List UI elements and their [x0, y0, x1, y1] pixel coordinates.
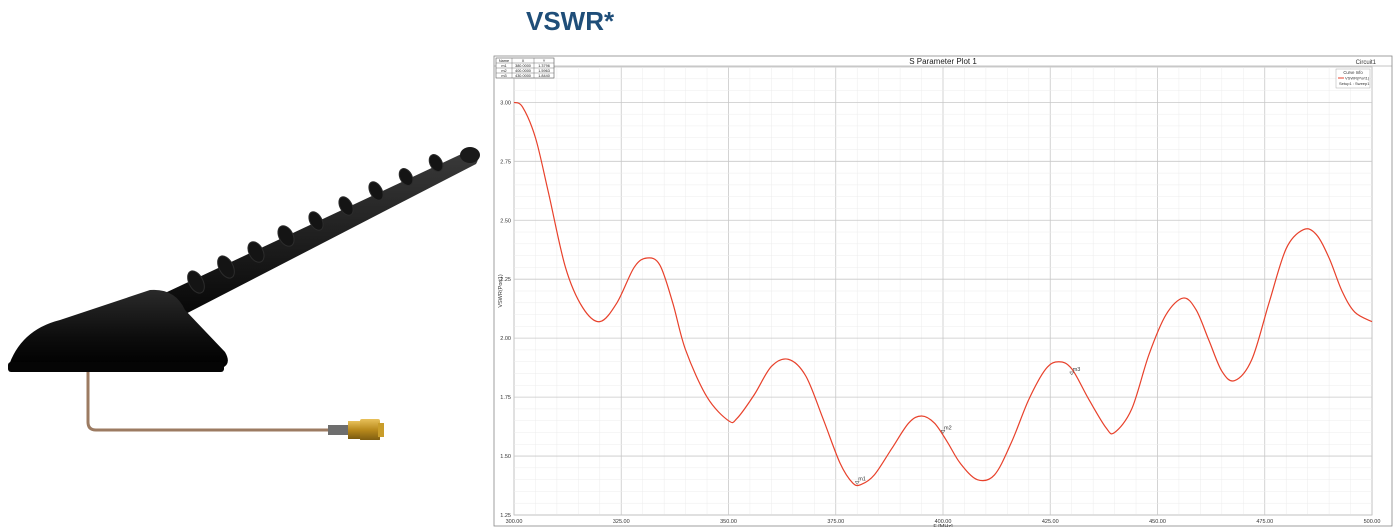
y-tick-label: 1.75 [500, 395, 511, 401]
x-tick-label: 500.00 [1364, 519, 1381, 525]
antenna-base [8, 289, 228, 368]
vswr-curve [513, 101, 1373, 487]
sma-connector [328, 419, 384, 440]
y-tick-label: 2.50 [500, 218, 511, 224]
x-tick-label: 375.00 [827, 519, 844, 525]
whip-rod [150, 147, 480, 322]
marker-table-header: X [522, 59, 525, 63]
coax-cable [86, 370, 330, 432]
y-tick-label: 2.00 [500, 336, 511, 342]
marker-m1 [854, 481, 860, 485]
chart-canvas: S Parameter Plot 1 Circuit1 300.00 325.00 35… [493, 55, 1393, 527]
vswr-chart: S Parameter Plot 1 Circuit1 300.00 325.00 35… [480, 55, 1394, 527]
page-heading: VSWR* [526, 6, 615, 36]
marker-table-value: 1.5963 [538, 69, 550, 73]
marker-label-m3: m3 [1073, 367, 1081, 373]
x-tick-label: 325.00 [613, 519, 630, 525]
marker-table-value: 380.0000 [515, 64, 531, 68]
marker-table-value: 400.0000 [515, 69, 531, 73]
marker-table-value: m3 [501, 74, 506, 78]
marker-table-value: 1.3796 [538, 64, 550, 68]
marker-label-m2: m2 [944, 425, 952, 431]
marker-m3 [1069, 371, 1075, 376]
y-tick-label: 3.00 [500, 100, 511, 106]
marker-table-header: Name [499, 59, 509, 63]
x-tick-label: 475.00 [1256, 519, 1273, 525]
marker-table-value: 1.8440 [538, 74, 550, 78]
marker-table-cell [533, 72, 555, 79]
legend-title: Curve Info [1343, 70, 1363, 75]
circuit-label: Circuit1 [1356, 60, 1377, 66]
marker-label-m1: m1 [858, 476, 866, 482]
y-tick-label: 1.50 [500, 454, 511, 460]
marker-table-value: m2 [501, 69, 506, 73]
antenna-product-image [8, 147, 480, 440]
marker-table-header: Y [543, 59, 546, 63]
y-axis-label: VSWR(Port1) [498, 274, 504, 307]
marker-m2 [940, 430, 946, 434]
y-tick-label: 1.25 [500, 513, 511, 519]
x-tick-label: 450.00 [1149, 519, 1166, 525]
legend-box [1335, 68, 1371, 89]
x-tick-label: 350.00 [720, 519, 737, 525]
x-tick-label: 425.00 [1042, 519, 1059, 525]
marker-table-value: m1 [501, 64, 506, 68]
legend-entry: Setup1 : Sweep1 [1339, 81, 1370, 86]
x-tick-label: 400.00 [935, 519, 952, 525]
marker-table-value: 430.0000 [515, 74, 531, 78]
y-tick-label: 2.25 [500, 277, 511, 283]
legend-entry: VSWR(Port1) [1345, 76, 1370, 81]
x-tick-label: 300.00 [506, 519, 523, 525]
x-axis-label: F [MHz] [933, 524, 953, 527]
chart-title: S Parameter Plot 1 [909, 57, 977, 66]
y-tick-label: 2.75 [500, 159, 511, 165]
